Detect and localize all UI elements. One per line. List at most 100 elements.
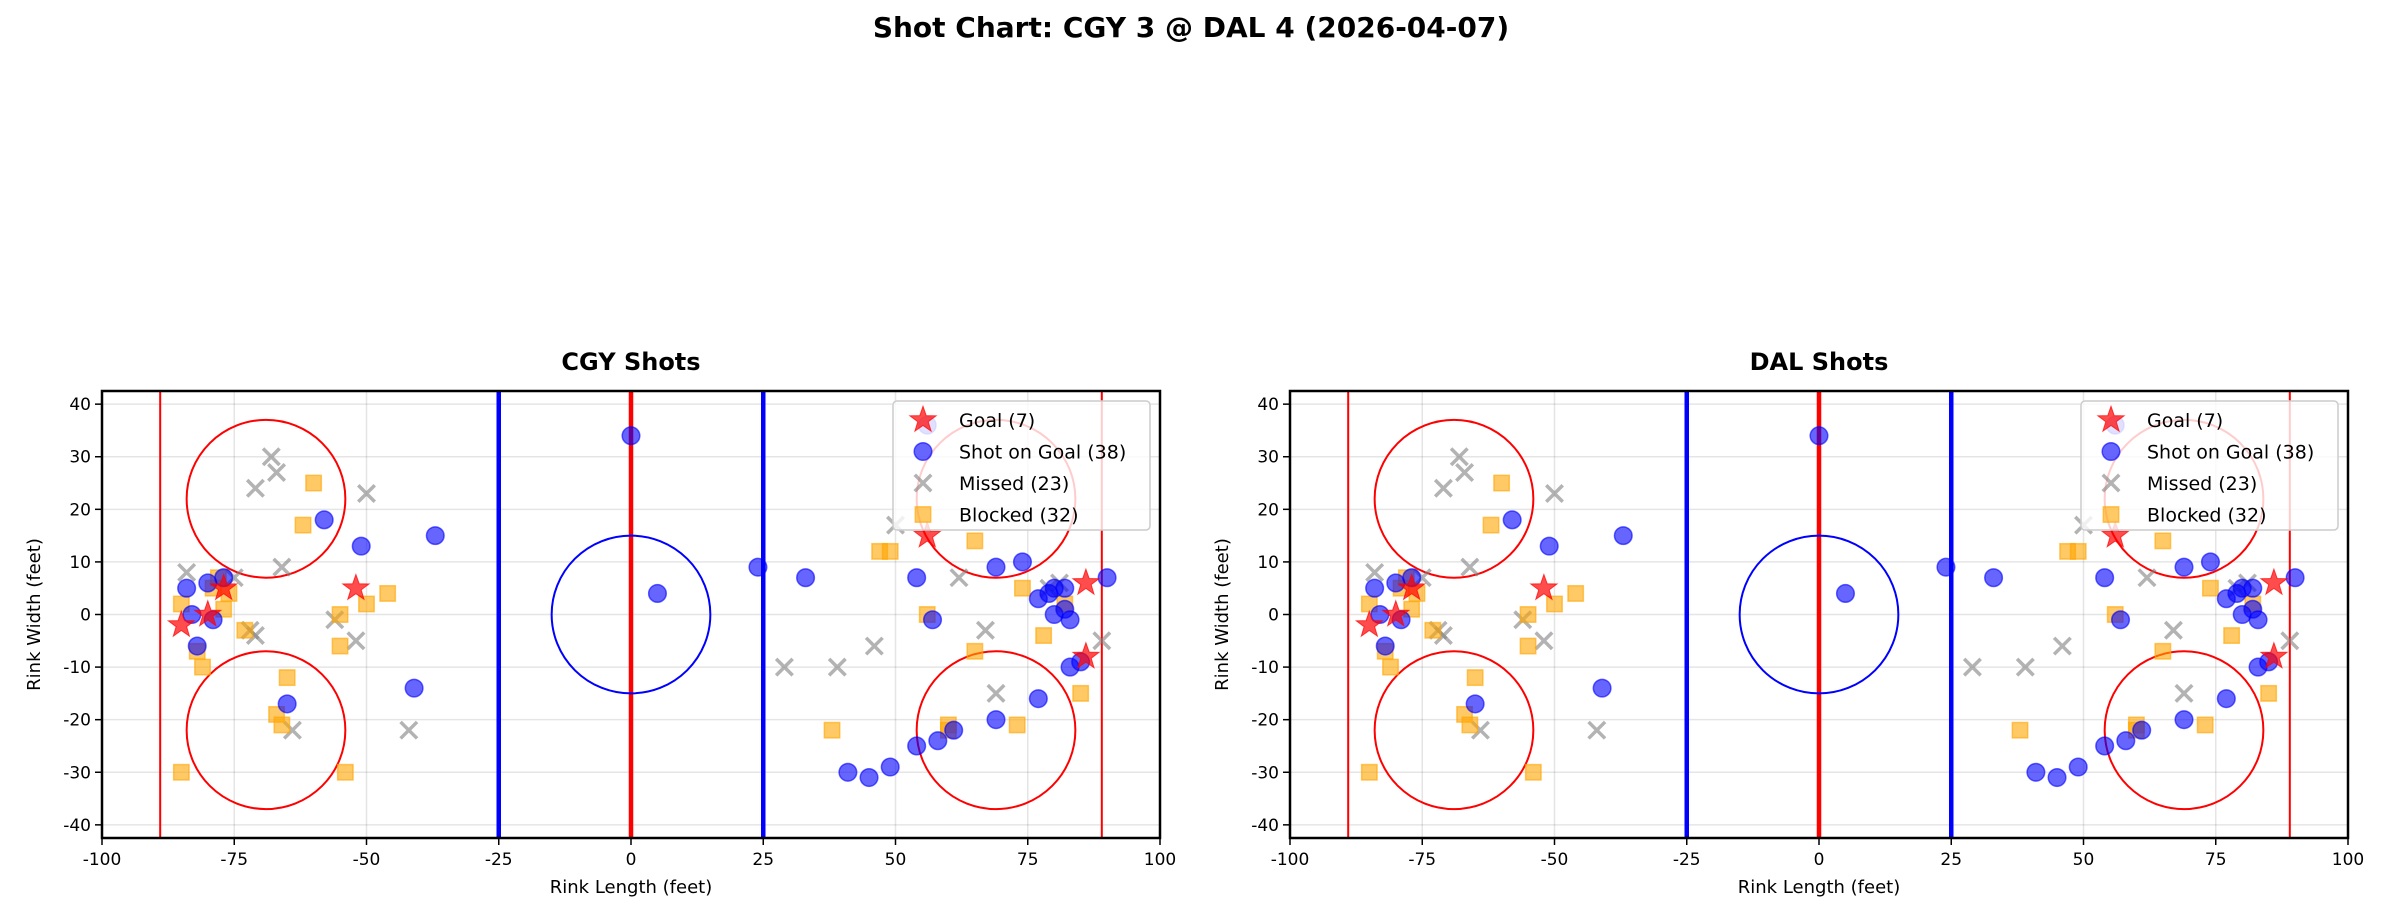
legend-star-icon bbox=[908, 404, 938, 433]
point-square-marker bbox=[1519, 606, 1537, 623]
point-x-marker bbox=[949, 568, 969, 588]
point-circle-marker bbox=[2232, 604, 2252, 625]
point-square-marker bbox=[294, 516, 312, 534]
point-circle-marker bbox=[2285, 568, 2305, 588]
legend-circle-icon bbox=[2101, 441, 2121, 462]
legend-label: Shot on Goal (38) bbox=[959, 442, 1126, 464]
faceoff-circle bbox=[185, 418, 347, 579]
point-circle-marker bbox=[922, 610, 943, 630]
legend-star-icon bbox=[2096, 404, 2126, 433]
x-axis-label: Rink Length (feet) bbox=[550, 877, 712, 898]
point-circle-marker bbox=[2243, 578, 2263, 598]
point-star-marker bbox=[193, 599, 223, 627]
point-x-marker bbox=[2015, 657, 2035, 677]
point-star-marker bbox=[2259, 567, 2289, 596]
point-star-marker bbox=[209, 572, 239, 601]
point-circle-marker bbox=[1055, 578, 1075, 598]
y-tick-label: 20 bbox=[69, 500, 91, 520]
point-square-marker bbox=[379, 585, 397, 602]
point-circle-marker bbox=[2068, 757, 2088, 777]
point-circle-marker bbox=[859, 767, 879, 788]
point-square-marker bbox=[823, 721, 841, 739]
point-square-marker bbox=[194, 658, 211, 676]
point-circle-marker bbox=[621, 426, 641, 446]
point-square-marker bbox=[331, 606, 349, 623]
point-circle-marker bbox=[2227, 583, 2247, 604]
legend-label: Shot on Goal (38) bbox=[2147, 442, 2314, 464]
point-circle-marker bbox=[2216, 689, 2236, 709]
point-square-marker bbox=[236, 621, 254, 639]
point-x-marker bbox=[1365, 562, 1385, 582]
point-square-marker bbox=[1008, 716, 1026, 734]
legend-label: Missed (23) bbox=[2147, 473, 2257, 495]
y-tick-label: 20 bbox=[1257, 500, 1279, 520]
point-star-marker bbox=[912, 520, 942, 548]
point-x-marker bbox=[1534, 631, 1554, 651]
legend: Goal (7) Shot on Goal (38) Missed (23) Bloc… bbox=[2080, 400, 2339, 531]
y-tick-label: 10 bbox=[69, 553, 91, 573]
point-square-marker bbox=[2069, 542, 2087, 560]
y-tick-label: -40 bbox=[1251, 816, 1279, 836]
y-tick-label: -30 bbox=[1251, 763, 1279, 783]
legend-circle-icon bbox=[913, 441, 933, 462]
point-circle-marker bbox=[2174, 710, 2194, 730]
point-circle-marker bbox=[2116, 731, 2136, 751]
point-square-marker bbox=[1424, 621, 1442, 639]
x-axis-label: Rink Length (feet) bbox=[1738, 877, 1900, 898]
point-square-marker bbox=[1072, 684, 1090, 702]
point-circle-marker bbox=[928, 731, 948, 751]
point-star-marker bbox=[1397, 572, 1427, 601]
x-tick-label: 100 bbox=[1144, 850, 1176, 870]
point-circle-marker bbox=[425, 526, 445, 546]
point-circle-marker bbox=[907, 568, 927, 588]
center-circle bbox=[1738, 534, 1900, 695]
point-x-marker bbox=[2052, 636, 2072, 656]
x-tick-label: -100 bbox=[83, 850, 122, 870]
point-square-marker bbox=[278, 669, 296, 687]
point-square-marker bbox=[172, 763, 190, 781]
point-circle-marker bbox=[1028, 689, 1048, 709]
point-circle-marker bbox=[1984, 568, 2004, 588]
point-x-marker bbox=[1449, 447, 1469, 467]
point-x-marker bbox=[272, 557, 292, 577]
point-circle-marker bbox=[1835, 583, 1855, 604]
legend-label: Blocked (32) bbox=[959, 505, 1079, 527]
point-x-marker bbox=[774, 657, 794, 677]
point-circle-marker bbox=[838, 762, 858, 782]
y-tick-label: -30 bbox=[63, 763, 91, 783]
point-circle-marker bbox=[187, 636, 207, 656]
legend-box bbox=[2080, 400, 2339, 531]
chart-title: DAL Shots bbox=[1750, 348, 1889, 376]
point-x-marker bbox=[2137, 568, 2157, 588]
point-square-marker bbox=[1482, 516, 1500, 534]
point-square-marker bbox=[2223, 627, 2241, 644]
y-tick-label: -20 bbox=[1251, 711, 1279, 731]
y-tick-label: -20 bbox=[63, 711, 91, 731]
point-star-marker bbox=[1381, 599, 1411, 627]
center-circle bbox=[550, 534, 712, 695]
point-square-marker bbox=[331, 637, 349, 655]
point-circle-marker bbox=[1097, 568, 1117, 588]
point-star-marker bbox=[1071, 641, 1101, 669]
point-square-marker bbox=[2196, 716, 2214, 734]
point-x-marker bbox=[177, 562, 197, 582]
point-circle-marker bbox=[2248, 610, 2268, 630]
plot-area bbox=[1290, 391, 2348, 838]
point-square-marker bbox=[1035, 627, 1053, 644]
chart-panel-1: -100 -75 -50 -25 0 25 50 75 100-40-30-20-1001020… bbox=[1212, 348, 2364, 898]
point-circle-marker bbox=[198, 573, 218, 593]
point-star-marker bbox=[2259, 641, 2289, 669]
x-tick-label: -75 bbox=[1408, 850, 1436, 870]
point-x-marker bbox=[864, 636, 884, 656]
point-x-marker bbox=[357, 484, 376, 504]
y-tick-label: 0 bbox=[80, 606, 91, 626]
point-star-marker bbox=[341, 572, 371, 601]
point-circle-marker bbox=[1809, 426, 1829, 446]
point-circle-marker bbox=[1039, 583, 1059, 604]
point-circle-marker bbox=[1012, 552, 1033, 572]
point-circle-marker bbox=[647, 583, 668, 604]
point-square-marker bbox=[966, 642, 984, 660]
y-tick-label: 30 bbox=[69, 448, 91, 468]
point-square-marker bbox=[2154, 642, 2172, 660]
